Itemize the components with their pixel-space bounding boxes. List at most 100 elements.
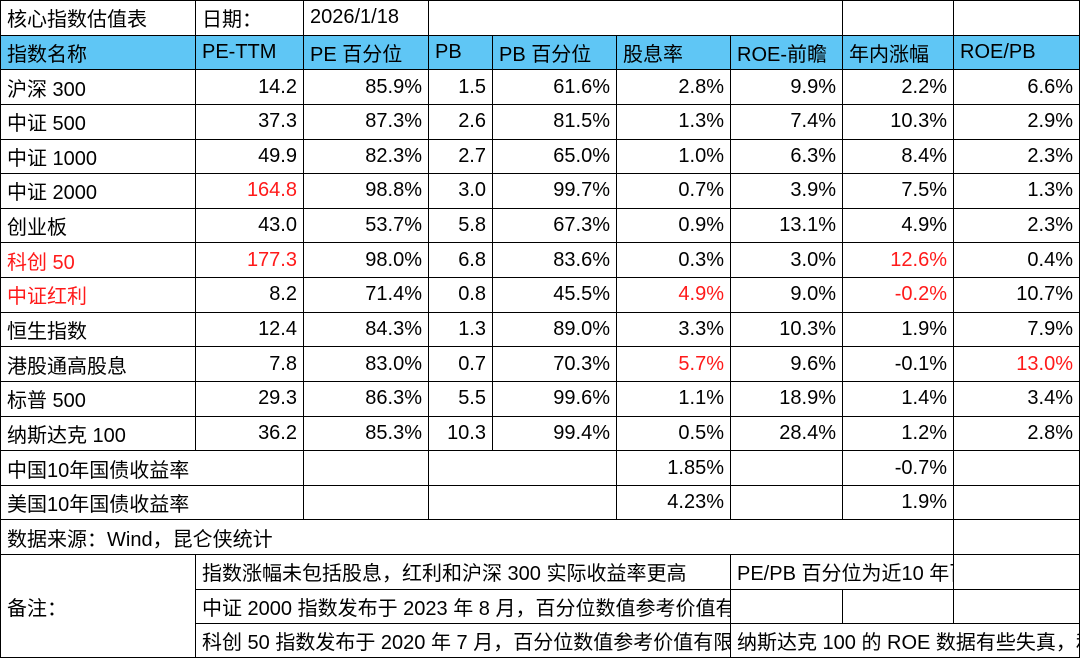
value-cell: 3.4% [953, 380, 1080, 417]
index-name: 中证 500 [0, 103, 196, 140]
value-cell: 164.8 [195, 173, 304, 209]
value-cell: 7.9% [953, 311, 1080, 348]
value-cell: 5.5 [428, 380, 493, 417]
cell [428, 484, 617, 521]
value-cell: 0.7% [616, 173, 731, 209]
value-cell: 13.0% [953, 346, 1080, 382]
column-header: PE 百分位 [303, 34, 429, 71]
index-name: 中证红利 [0, 277, 196, 313]
value-cell: 6.3% [730, 138, 843, 175]
cell [953, 554, 1080, 590]
yield-change: -0.7% [842, 450, 954, 486]
value-cell: 28.4% [730, 415, 843, 452]
value-cell: 81.5% [492, 103, 617, 140]
index-name: 纳斯达克 100 [0, 415, 196, 452]
value-cell: 7.5% [842, 173, 954, 209]
value-cell: 1.3 [428, 311, 493, 348]
yield-label: 中国10年国债收益率 [0, 450, 304, 486]
value-cell: 0.7 [428, 346, 493, 382]
value-cell: 5.8 [428, 207, 493, 244]
value-cell: 10.3% [842, 103, 954, 140]
value-cell: 8.2 [195, 277, 304, 313]
value-cell: 8.4% [842, 138, 954, 175]
value-cell: 9.6% [730, 346, 843, 382]
value-cell: 67.3% [492, 207, 617, 244]
value-cell: 3.0% [730, 242, 843, 279]
cell [303, 450, 429, 486]
value-cell: 36.2 [195, 415, 304, 452]
cell [730, 484, 843, 521]
note: PE/PB 百分位为近10 年百分位 [730, 554, 954, 590]
value-cell: 6.8 [428, 242, 493, 279]
value-cell: 1.9% [842, 311, 954, 348]
column-header: 年内涨幅 [842, 34, 954, 71]
index-name: 港股通高股息 [0, 346, 196, 382]
cell [428, 450, 617, 486]
cell [842, 0, 954, 36]
value-cell: 0.9% [616, 207, 731, 244]
value-cell: 10.7% [953, 277, 1080, 313]
value-cell: 53.7% [303, 207, 429, 244]
value-cell: 6.6% [953, 69, 1080, 105]
yield-change: 1.9% [842, 484, 954, 521]
value-cell: 89.0% [492, 311, 617, 348]
value-cell: 1.4% [842, 380, 954, 417]
index-name: 科创 50 [0, 242, 196, 279]
column-header: ROE/PB [953, 34, 1080, 71]
value-cell: 49.9 [195, 138, 304, 175]
value-cell: 85.3% [303, 415, 429, 452]
value-cell: -0.2% [842, 277, 954, 313]
note: 中证 2000 指数发布于 2023 年 8 月，百分位数值参考价值有限 [195, 588, 731, 625]
value-cell: 83.6% [492, 242, 617, 279]
value-cell: -0.1% [842, 346, 954, 382]
date-label: 日期： [195, 0, 304, 36]
value-cell: 0.5% [616, 415, 731, 452]
column-header: 股息率 [616, 34, 731, 71]
value-cell: 5.7% [616, 346, 731, 382]
cell [953, 0, 1080, 36]
value-cell: 2.2% [842, 69, 954, 105]
value-cell: 1.3% [953, 173, 1080, 209]
value-cell: 1.3% [616, 103, 731, 140]
value-cell: 7.8 [195, 346, 304, 382]
value-cell: 71.4% [303, 277, 429, 313]
cell [953, 588, 1080, 625]
value-cell: 2.3% [953, 207, 1080, 244]
value-cell: 87.3% [303, 103, 429, 140]
value-cell: 86.3% [303, 380, 429, 417]
value-cell: 37.3 [195, 103, 304, 140]
index-name: 恒生指数 [0, 311, 196, 348]
yield-value: 4.23% [616, 484, 731, 521]
cell [953, 484, 1080, 521]
value-cell: 2.8% [953, 415, 1080, 452]
column-header: PB 百分位 [492, 34, 617, 71]
index-name: 标普 500 [0, 380, 196, 417]
value-cell: 13.1% [730, 207, 843, 244]
value-cell: 0.4% [953, 242, 1080, 279]
note: 指数涨幅未包括股息，红利和沪深 300 实际收益率更高 [195, 554, 731, 590]
note: 科创 50 指数发布于 2020 年 7 月，百分位数值参考价值有限 [195, 623, 731, 658]
value-cell: 98.0% [303, 242, 429, 279]
value-cell: 1.0% [616, 138, 731, 175]
value-cell: 1.5 [428, 69, 493, 105]
value-cell: 45.5% [492, 277, 617, 313]
value-cell: 18.9% [730, 380, 843, 417]
cell [428, 0, 843, 36]
notes-label: 备注： [0, 554, 196, 658]
value-cell: 0.8 [428, 277, 493, 313]
value-cell: 2.7 [428, 138, 493, 175]
note: 纳斯达克 100 的 ROE 数据有些失真，和起 [730, 623, 1080, 658]
column-header: PE-TTM [195, 34, 304, 71]
index-name: 沪深 300 [0, 69, 196, 105]
value-cell: 3.0 [428, 173, 493, 209]
column-header: PB [428, 34, 493, 71]
source-note: 数据来源：Wind，昆仑侠统计 [0, 519, 954, 556]
value-cell: 99.7% [492, 173, 617, 209]
value-cell: 83.0% [303, 346, 429, 382]
value-cell: 84.3% [303, 311, 429, 348]
cell [953, 519, 1080, 556]
index-name: 创业板 [0, 207, 196, 244]
value-cell: 2.8% [616, 69, 731, 105]
value-cell: 9.9% [730, 69, 843, 105]
